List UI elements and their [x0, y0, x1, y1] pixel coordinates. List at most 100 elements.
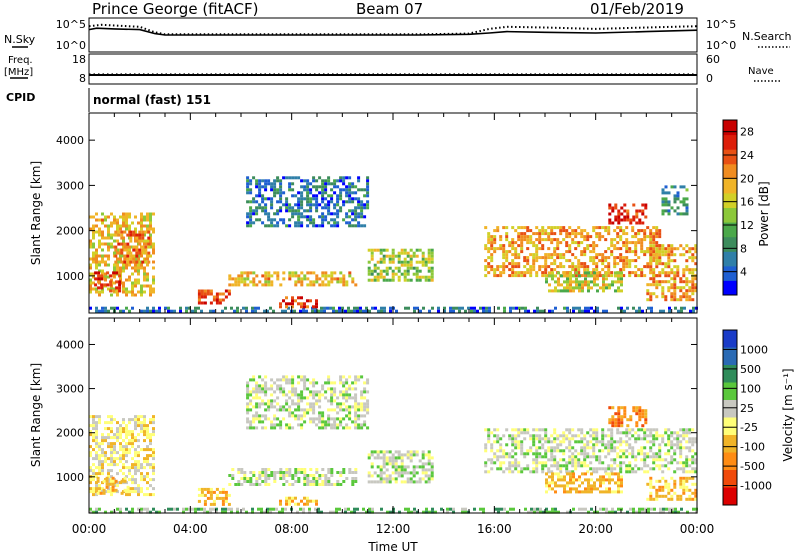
velocity-cell [499, 449, 503, 453]
velocity-cell [327, 399, 331, 403]
power-cell [574, 256, 578, 260]
velocity-cell [261, 471, 265, 474]
power-cell [379, 260, 383, 264]
power-cell [140, 290, 143, 294]
velocity-cell [264, 381, 268, 385]
power-cell [249, 218, 253, 222]
power-cell [646, 247, 650, 251]
velocity-cell [101, 487, 104, 491]
power-cell [137, 269, 140, 273]
velocity-cell [622, 455, 626, 459]
velocity-cell [303, 414, 307, 418]
power-cell [300, 203, 304, 207]
power-cell [661, 244, 665, 248]
velocity-cell [105, 479, 109, 483]
power-cell [616, 241, 620, 245]
power-cell [140, 284, 143, 288]
velocity-cell [613, 440, 617, 444]
velocity-cell [282, 408, 286, 412]
power-cell [348, 194, 352, 198]
power-cell [285, 209, 289, 213]
power-cell [641, 203, 645, 207]
power-cell [541, 265, 545, 269]
velocity-cell [285, 402, 289, 406]
power-cell [215, 295, 219, 299]
velocity-cell [95, 454, 98, 458]
velocity-cell [592, 443, 596, 447]
velocity-cell [342, 393, 346, 397]
velocity-cell [188, 507, 191, 511]
power-cell [140, 212, 143, 216]
velocity-cell [246, 420, 250, 424]
velocity-cell [360, 414, 364, 418]
velocity-cell [686, 510, 689, 514]
power-cell [149, 239, 152, 243]
velocity-cell [246, 396, 250, 400]
velocity-cell [315, 471, 319, 474]
velocity-cell [604, 434, 608, 438]
power-cell [580, 241, 584, 245]
power-cell [116, 221, 119, 225]
power-cell [89, 272, 92, 276]
velocity-cell [303, 408, 307, 412]
power-cell [554, 289, 557, 293]
velocity-cell [126, 488, 130, 492]
power-cell [122, 215, 125, 219]
power-cell [218, 298, 222, 302]
power-cell [132, 230, 136, 234]
power-cell [550, 226, 554, 230]
velocity-cell [571, 437, 575, 441]
velocity-cell [270, 387, 274, 391]
velocity-cell [583, 458, 587, 462]
velocity-cell [249, 390, 253, 394]
power-cell [508, 268, 512, 272]
power-cell [637, 268, 641, 272]
velocity-cell [545, 507, 548, 511]
velocity-cell [649, 449, 653, 453]
power-cell [458, 306, 461, 310]
power-cell [249, 200, 253, 204]
velocity-cell [209, 510, 212, 514]
power-colorbar-tick-label: 24 [740, 149, 754, 162]
velocity-cell [281, 507, 284, 511]
velocity-cell [517, 431, 521, 435]
velocity-cell [565, 467, 569, 471]
power-cell [338, 306, 341, 310]
power-cell [391, 278, 395, 282]
velocity-cell [246, 381, 250, 385]
velocity-cell [682, 491, 686, 495]
power-cell [430, 272, 434, 276]
power-cell [412, 272, 416, 276]
power-cell [503, 309, 506, 313]
velocity-cell [137, 490, 140, 494]
power-cell [415, 272, 419, 276]
velocity-cell [137, 439, 140, 443]
power-cell [514, 250, 518, 254]
velocity-cell [270, 402, 274, 406]
power-cell [496, 229, 500, 233]
velocity-cell [370, 453, 374, 457]
power-cell [360, 209, 364, 213]
velocity-cell [547, 440, 551, 444]
velocity-cell [111, 476, 115, 480]
power-cell [568, 244, 572, 248]
power-cell [550, 253, 554, 257]
velocity-cell [119, 454, 122, 458]
power-cell [98, 309, 101, 313]
power-cell [234, 280, 238, 284]
velocity-cell [342, 390, 346, 394]
power-cell [345, 194, 349, 198]
power-cell [107, 263, 110, 267]
velocity-cell [596, 510, 599, 514]
velocity-cell [599, 484, 602, 488]
power-cell [647, 306, 650, 310]
velocity-cell [306, 378, 310, 382]
velocity-cell [104, 436, 107, 440]
power-cell [565, 235, 569, 239]
velocity-cell [496, 428, 500, 432]
velocity-cell [532, 452, 536, 456]
velocity-cell [658, 449, 662, 453]
velocity-colorbar-swatch [723, 400, 737, 418]
power-cell [146, 275, 149, 279]
velocity-cell [338, 507, 341, 511]
